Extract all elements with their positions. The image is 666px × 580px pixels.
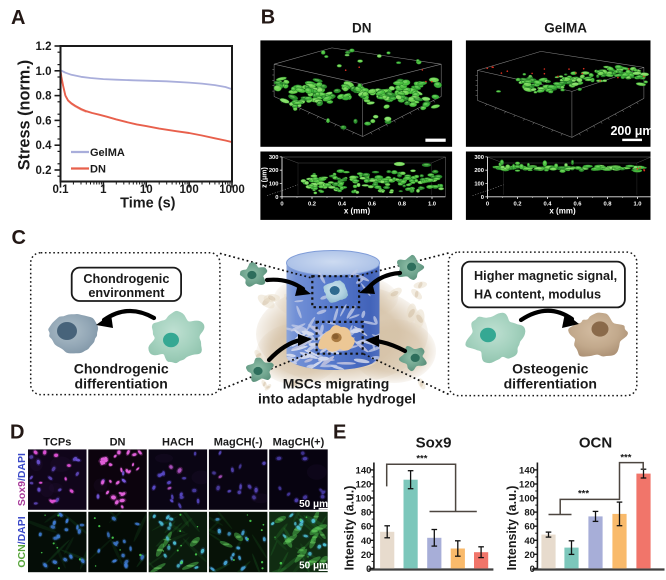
svg-text:1.2: 1.2: [36, 41, 52, 53]
svg-text:0.4: 0.4: [36, 140, 53, 152]
svg-text:1: 1: [100, 184, 107, 196]
svg-text:0.2: 0.2: [308, 201, 316, 207]
svg-text:0.8: 0.8: [36, 91, 53, 103]
svg-text:HA content, modulus: HA content, modulus: [474, 288, 601, 302]
svg-text:60: 60: [524, 522, 535, 533]
svg-text:MagCH(+): MagCH(+): [273, 437, 325, 449]
svg-text:Intensity (a.u.): Intensity (a.u.): [343, 486, 357, 571]
svg-text:50 μm: 50 μm: [299, 499, 328, 510]
svg-text:z (μm): z (μm): [261, 167, 268, 188]
svg-text:D: D: [10, 422, 24, 444]
svg-text:60: 60: [361, 522, 372, 533]
svg-text:DN: DN: [110, 437, 126, 449]
svg-text:0.4: 0.4: [338, 201, 347, 207]
svg-text:C: C: [12, 227, 26, 249]
svg-text:HACH: HACH: [162, 437, 194, 449]
svg-text:0.6: 0.6: [368, 201, 377, 207]
svg-text:DN: DN: [90, 164, 106, 176]
svg-text:0: 0: [280, 201, 283, 207]
svg-text:E: E: [333, 422, 346, 444]
svg-text:into adaptable hydrogel: into adaptable hydrogel: [258, 391, 416, 407]
svg-text:Intensity (a.u.): Intensity (a.u.): [505, 486, 519, 571]
svg-text:environment: environment: [88, 286, 165, 300]
svg-text:1.0: 1.0: [36, 66, 52, 78]
svg-text:20: 20: [361, 550, 372, 561]
svg-text:GelMA: GelMA: [544, 21, 587, 36]
svg-text:differentiation: differentiation: [75, 376, 168, 392]
svg-text:50 μm: 50 μm: [299, 560, 328, 571]
svg-text:Osteogenic: Osteogenic: [512, 361, 588, 377]
svg-text:Higher magnetic signal,: Higher magnetic signal,: [474, 269, 617, 283]
svg-text:0.2: 0.2: [513, 201, 521, 207]
svg-text:1.0: 1.0: [633, 201, 641, 207]
svg-text:10: 10: [140, 184, 153, 196]
svg-text:80: 80: [524, 508, 535, 519]
svg-text:0: 0: [530, 564, 535, 575]
svg-text:200: 200: [474, 168, 484, 174]
svg-text:Sox9: Sox9: [416, 435, 452, 452]
svg-text:200 μm: 200 μm: [610, 124, 653, 138]
svg-text:OCN: OCN: [579, 435, 612, 452]
svg-text:80: 80: [361, 508, 372, 519]
svg-text:0.8: 0.8: [603, 201, 612, 207]
svg-text:140: 140: [519, 465, 535, 476]
svg-text:x (mm): x (mm): [344, 206, 371, 215]
svg-text:1.0: 1.0: [428, 201, 436, 207]
svg-text:0.2: 0.2: [36, 165, 52, 177]
svg-text:0.4: 0.4: [543, 201, 552, 207]
svg-text:B: B: [261, 6, 275, 28]
svg-text:20: 20: [524, 550, 535, 561]
svg-text:140: 140: [356, 465, 372, 476]
svg-text:***: ***: [578, 489, 589, 500]
svg-text:MSCs migrating: MSCs migrating: [283, 376, 390, 392]
svg-text:0.6: 0.6: [36, 115, 52, 127]
svg-text:GelMA: GelMA: [90, 147, 125, 159]
svg-text:***: ***: [620, 453, 631, 464]
svg-text:Chondrogenic: Chondrogenic: [83, 272, 169, 286]
svg-text:300: 300: [269, 155, 279, 161]
svg-text:Time (s): Time (s): [120, 196, 176, 212]
svg-text:DN: DN: [352, 21, 372, 36]
svg-text:TCPs: TCPs: [43, 437, 71, 449]
svg-text:Chondrogenic: Chondrogenic: [74, 361, 169, 377]
svg-text:0.8: 0.8: [398, 201, 407, 207]
svg-text:Stress (norm.): Stress (norm.): [16, 60, 34, 170]
svg-text:100: 100: [180, 184, 199, 196]
svg-text:0.1: 0.1: [53, 184, 70, 196]
svg-text:100: 100: [269, 182, 279, 188]
svg-text:120: 120: [519, 479, 535, 490]
svg-text:100: 100: [519, 494, 535, 505]
svg-text:300: 300: [474, 155, 484, 161]
svg-text:MagCH(-): MagCH(-): [214, 437, 263, 449]
svg-text:0: 0: [275, 195, 278, 201]
svg-text:differentiation: differentiation: [504, 376, 597, 392]
svg-text:OCN/DAPI: OCN/DAPI: [16, 516, 28, 567]
svg-text:40: 40: [524, 536, 535, 547]
svg-text:0.6: 0.6: [573, 201, 582, 207]
svg-text:1000: 1000: [219, 184, 245, 196]
svg-text:0: 0: [486, 201, 489, 207]
svg-text:0: 0: [481, 195, 484, 201]
svg-text:120: 120: [356, 479, 372, 490]
svg-text:100: 100: [474, 182, 484, 188]
svg-text:x (mm): x (mm): [549, 206, 576, 215]
svg-text:Sox9/DAPI: Sox9/DAPI: [16, 453, 28, 506]
svg-text:A: A: [11, 7, 25, 29]
svg-text:100: 100: [356, 494, 372, 505]
svg-text:***: ***: [416, 454, 427, 465]
svg-text:40: 40: [361, 536, 372, 547]
svg-text:200: 200: [269, 168, 279, 174]
svg-text:0: 0: [366, 564, 371, 575]
